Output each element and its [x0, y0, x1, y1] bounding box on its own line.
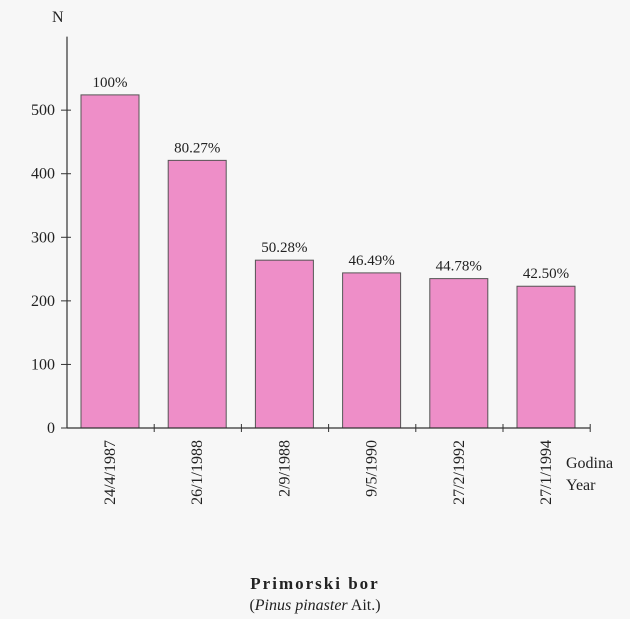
- x-tick-label-4: 9/5/1990: [364, 440, 381, 497]
- data-label-2: 80.27%: [174, 140, 220, 156]
- y-tick-label-3: 300: [31, 229, 55, 246]
- chart-subtitle: (Pinus pinaster Ait.): [0, 597, 630, 615]
- data-label-3: 50.28%: [261, 240, 307, 256]
- x-tick-label-3: 2/9/1988: [276, 440, 293, 497]
- y-tick-label-0: 0: [47, 420, 55, 437]
- data-label-5: 44.78%: [436, 259, 482, 275]
- x-tick-label-1: 24/4/1987: [102, 440, 119, 505]
- x-tick-label-2: 26/1/1988: [189, 440, 206, 505]
- data-label-1: 100%: [93, 75, 128, 91]
- bar-5: [429, 278, 489, 429]
- y-tick-label-1: 100: [31, 356, 55, 373]
- axes-layer: 24/4/1987 26/1/1988 2/9/1988 9/5/1990 27/2/1…: [31, 9, 613, 505]
- bar-4: [342, 272, 402, 429]
- subtitle-close: ): [375, 597, 381, 614]
- y-tick-label-4: 400: [31, 166, 55, 183]
- bar-6: [516, 285, 576, 429]
- bar-1: [80, 94, 140, 429]
- data-label-6: 42.50%: [523, 266, 569, 282]
- x-tick-label-6: 27/1/1994: [538, 440, 555, 505]
- y-axis-title: N: [52, 9, 64, 26]
- subtitle-author: Ait.: [347, 597, 376, 614]
- bar-2: [167, 159, 227, 429]
- y-tick-label-5: 500: [31, 102, 55, 119]
- subtitle-latin-name: Pinus pinaster: [254, 597, 348, 614]
- subtitle-open: (: [249, 597, 255, 614]
- y-tick-label-2: 200: [31, 293, 55, 310]
- x-tick-label-5: 27/2/1992: [451, 440, 468, 505]
- bar-3: [254, 259, 314, 429]
- x-axis-title-line-2: Year: [566, 477, 596, 494]
- bars-layer: 100% 80.27% 50.28% 46.49% 44.78% 42.50%: [80, 75, 576, 429]
- x-axis-title-line-1: Godina: [566, 455, 613, 472]
- chart-title: Primorski bor: [250, 574, 380, 593]
- bar-chart: 100% 80.27% 50.28% 46.49% 44.78% 42.50% 24/4/…: [31, 9, 613, 505]
- data-label-4: 46.49%: [348, 253, 394, 269]
